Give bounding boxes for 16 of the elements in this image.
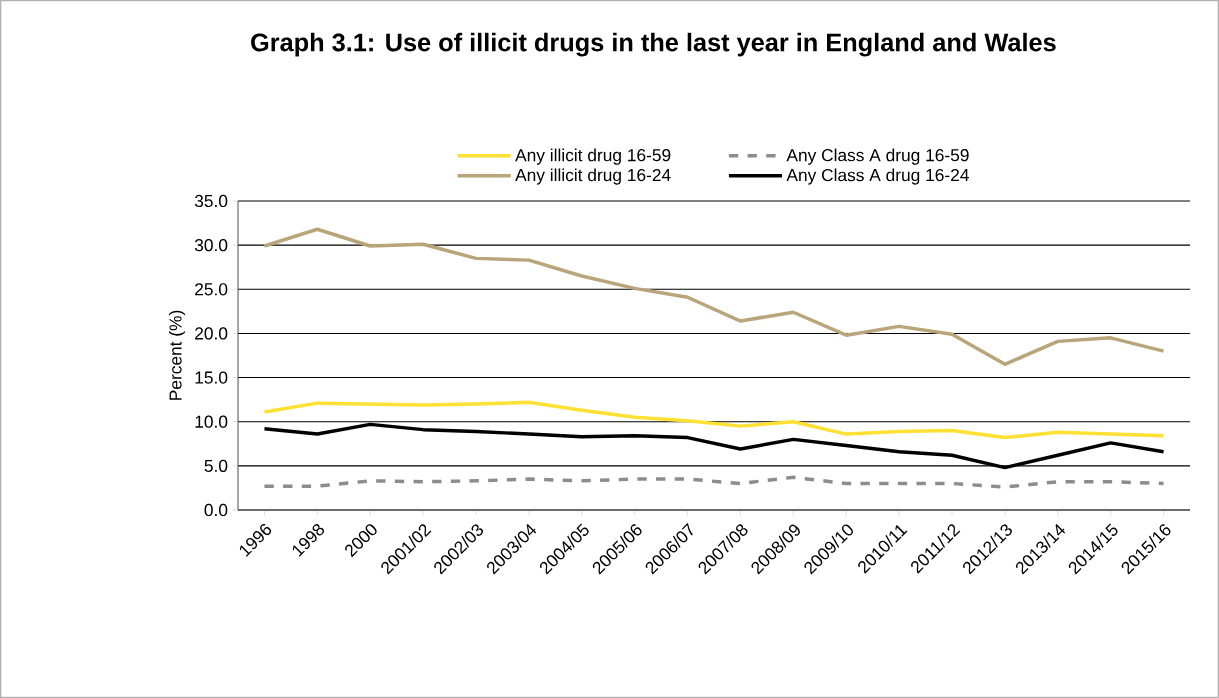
chart-title: Graph 3.1: Use of illicit drugs in the last year in England and Wales <box>251 32 1056 57</box>
legend-label: Any illicit drug 16-24 <box>515 168 671 185</box>
line-series <box>262 422 1166 470</box>
legend-label: Any Class A drug 16-24 <box>786 168 969 185</box>
y-tick-label: 15.0 <box>195 371 228 384</box>
y-tick-label: 5.0 <box>204 459 228 472</box>
y-tick-label: 0.0 <box>204 503 228 517</box>
legend-label: Any illicit drug 16-59 <box>515 148 671 165</box>
y-tick-label: 30.0 <box>194 238 228 252</box>
y-tick-label: 10.0 <box>195 415 228 428</box>
y-tick-label: 20.0 <box>195 327 228 340</box>
y-tick-label: 25.0 <box>195 283 228 296</box>
legend-label: Any Class A drug 16-59 <box>786 148 969 165</box>
y-tick-label: 35.0 <box>194 194 228 208</box>
y-axis-title: Percent (%) <box>168 310 186 400</box>
line-series <box>262 227 1166 367</box>
